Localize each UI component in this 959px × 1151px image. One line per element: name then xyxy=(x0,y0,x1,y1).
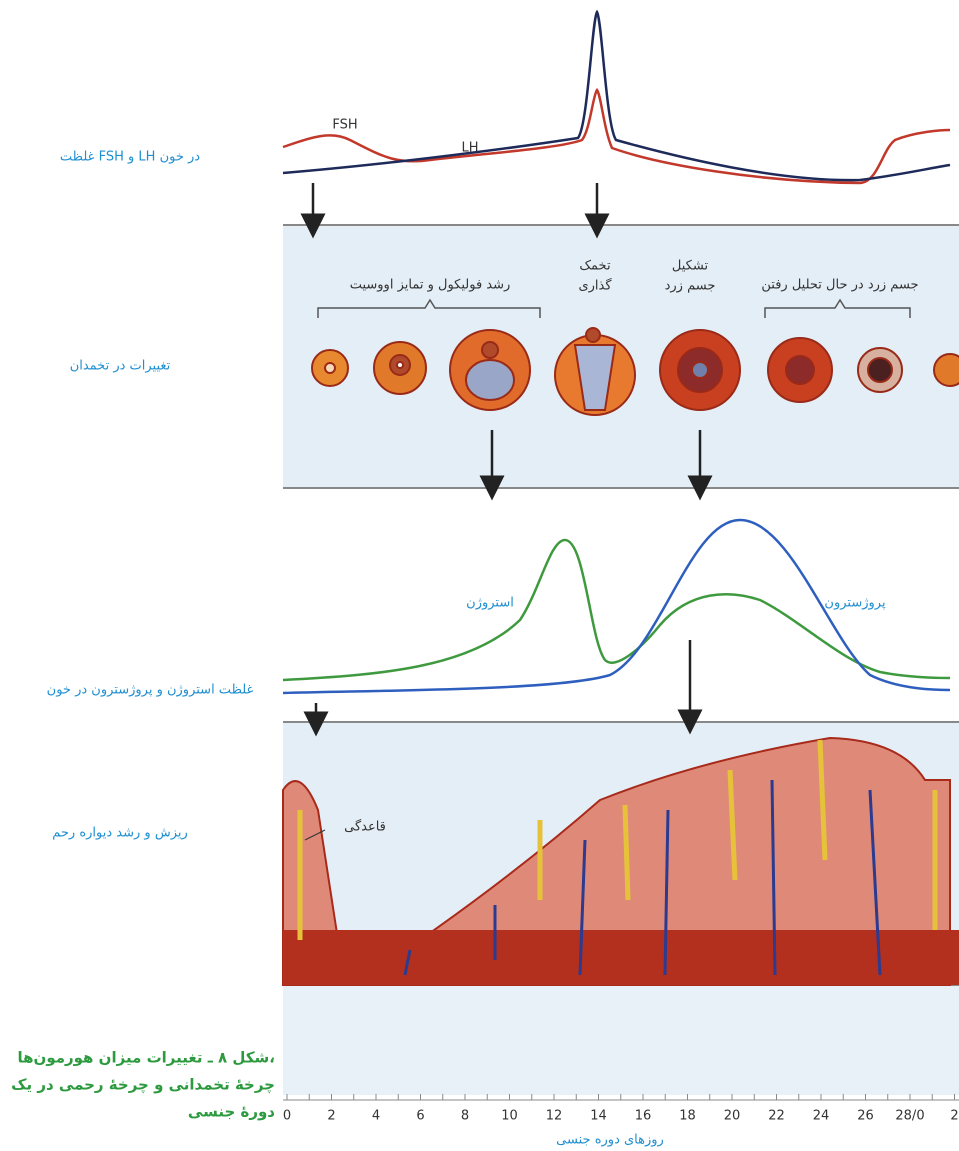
follicles xyxy=(311,327,959,416)
stage-label: گذاری xyxy=(578,278,612,294)
axis-label: روزهای دوره جنسی xyxy=(556,1133,664,1148)
day-tick-label: 24 xyxy=(813,1109,830,1124)
hormone-label: غلظت FSH و LH در خون xyxy=(60,150,200,165)
progesterone-label: پروژسترون xyxy=(824,596,886,611)
caption-line: چرخهٔ تخمدانی و چرخهٔ رحمی در یک xyxy=(11,1076,275,1095)
day-tick-label: 22 xyxy=(768,1109,785,1124)
estrogen-label: استروژن xyxy=(466,596,514,611)
fsh-curve xyxy=(282,87,951,185)
day-tick-label: 2 xyxy=(950,1109,958,1124)
day-tick-label: 0 xyxy=(283,1109,291,1124)
day-tick-label: 6 xyxy=(416,1109,424,1124)
lh-curve xyxy=(282,9,951,182)
stage-label: تشکیل xyxy=(672,259,709,274)
day-tick-label: 8 xyxy=(461,1109,469,1124)
day-tick-label: 4 xyxy=(372,1109,380,1124)
stage-label: جسم زرد در حال تحلیل رفتن xyxy=(761,278,918,293)
menstruation-label: قاعدگی xyxy=(344,819,386,835)
day-tick-label: 14 xyxy=(590,1109,607,1124)
stage-label: رشد فولیکول و تمایز اووسیت xyxy=(350,278,511,293)
day-tick-label: 28/0 xyxy=(895,1109,924,1124)
day-tick-label: 16 xyxy=(635,1109,652,1124)
stage-label: جسم زرد xyxy=(665,279,716,294)
axis-panel-bg xyxy=(283,985,959,1095)
arrows xyxy=(300,183,713,737)
day-tick-label: 18 xyxy=(679,1109,696,1124)
ovary-label: تغییرات در تخمدان xyxy=(70,359,171,374)
caption-line: شکل ۸ ـ تغییرات میزان هورمون‌ها، xyxy=(17,1049,275,1067)
stage-label: تخمک xyxy=(579,259,611,274)
steroid-label: غلظت استروژن و پروژسترون در خون xyxy=(47,683,254,698)
day-tick-label: 12 xyxy=(546,1109,563,1124)
caption-line: دورهٔ جنسی xyxy=(188,1103,275,1121)
fsh-label: FSH xyxy=(332,118,357,133)
day-tick-label: 10 xyxy=(501,1109,518,1124)
lh-label: LH xyxy=(461,141,478,156)
day-ticks: 0 2 4 6 8 10 12 14 16 18 20 22 24 26 28/0 2 xyxy=(283,1094,959,1124)
progesterone-curve xyxy=(282,518,951,695)
day-tick-label: 2 xyxy=(327,1109,335,1124)
pointer xyxy=(304,829,326,841)
uterus-label: ریزش و رشد دیواره رحم xyxy=(52,826,188,841)
day-tick-label: 26 xyxy=(857,1109,874,1124)
braces xyxy=(317,298,911,318)
estrogen-curve xyxy=(282,538,951,682)
endometrium xyxy=(282,736,959,986)
day-tick-label: 20 xyxy=(724,1109,741,1124)
